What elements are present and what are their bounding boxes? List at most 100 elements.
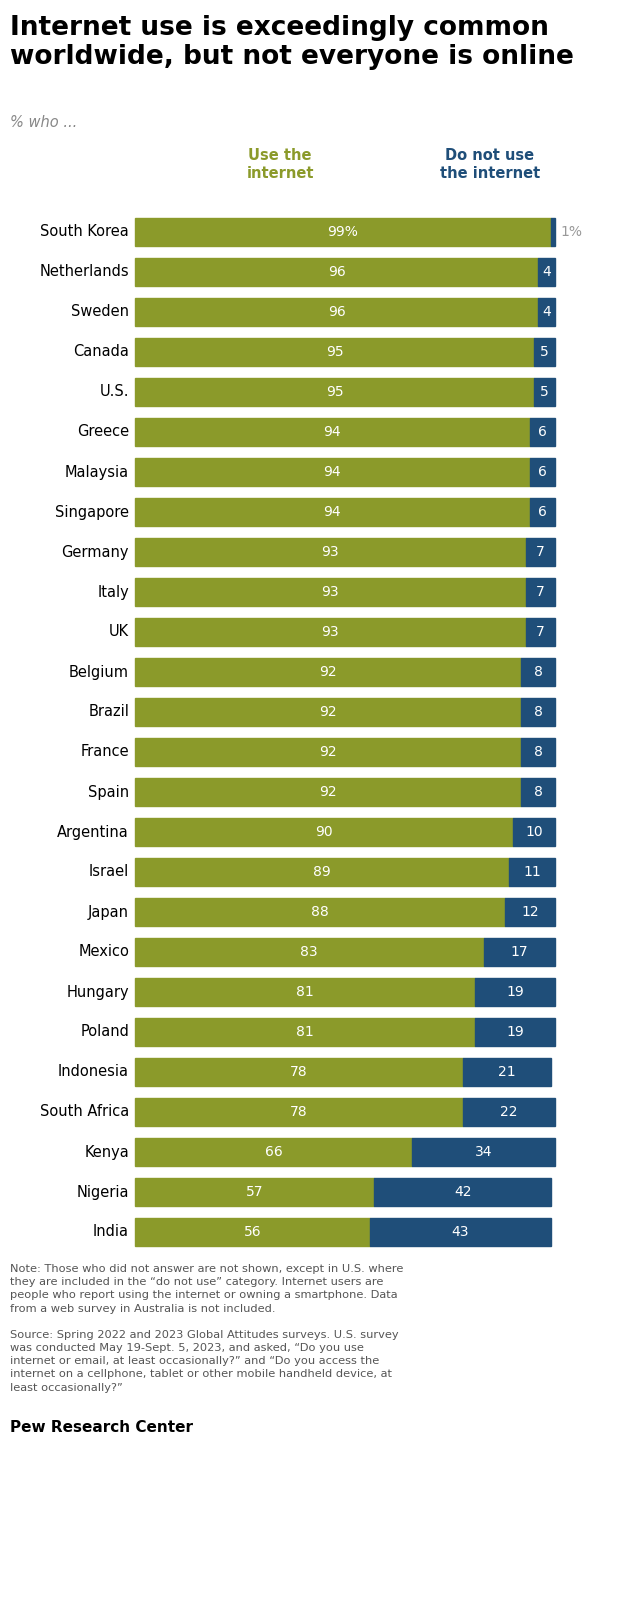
- Bar: [135, 817, 513, 846]
- Text: 22: 22: [500, 1104, 518, 1119]
- Bar: [135, 858, 509, 887]
- Bar: [509, 858, 555, 887]
- Bar: [135, 377, 534, 406]
- Text: 66: 66: [265, 1145, 283, 1159]
- Text: Nigeria: Nigeria: [76, 1185, 129, 1199]
- Text: Source: Spring 2022 and 2023 Global Attitudes surveys. U.S. survey
was conducted: Source: Spring 2022 and 2023 Global Atti…: [10, 1330, 399, 1393]
- Bar: [135, 1098, 463, 1127]
- Text: 94: 94: [324, 464, 341, 479]
- Text: Canada: Canada: [73, 345, 129, 359]
- Text: 93: 93: [322, 625, 339, 638]
- Text: Note: Those who did not answer are not shown, except in U.S. where
they are incl: Note: Those who did not answer are not s…: [10, 1264, 404, 1314]
- Text: 7: 7: [536, 585, 545, 600]
- Text: 21: 21: [498, 1066, 515, 1078]
- Bar: [135, 698, 521, 725]
- Bar: [135, 978, 475, 1006]
- Text: Pew Research Center: Pew Research Center: [10, 1420, 193, 1435]
- Bar: [135, 738, 521, 766]
- Bar: [521, 738, 555, 766]
- Text: 11: 11: [523, 866, 541, 879]
- Text: 92: 92: [319, 745, 337, 759]
- Text: Mexico: Mexico: [78, 945, 129, 959]
- Text: Sweden: Sweden: [71, 305, 129, 319]
- Bar: [135, 579, 526, 606]
- Text: Germany: Germany: [61, 545, 129, 559]
- Text: Kenya: Kenya: [84, 1145, 129, 1159]
- Bar: [521, 658, 555, 687]
- Text: South Korea: South Korea: [40, 224, 129, 240]
- Text: Internet use is exceedingly common
worldwide, but not everyone is online: Internet use is exceedingly common world…: [10, 15, 574, 69]
- Bar: [463, 1098, 555, 1127]
- Bar: [135, 1219, 370, 1246]
- Text: 81: 81: [296, 985, 314, 999]
- Text: 8: 8: [534, 704, 542, 719]
- Bar: [135, 458, 530, 485]
- Text: Argentina: Argentina: [57, 824, 129, 840]
- Bar: [135, 538, 526, 566]
- Text: 99%: 99%: [327, 226, 358, 239]
- Text: 4: 4: [542, 305, 551, 319]
- Bar: [135, 1138, 412, 1165]
- Bar: [135, 218, 551, 247]
- Text: 43: 43: [452, 1225, 469, 1240]
- Text: Italy: Italy: [97, 585, 129, 600]
- Text: 8: 8: [534, 745, 542, 759]
- Text: 92: 92: [319, 666, 337, 679]
- Text: Spain: Spain: [88, 785, 129, 800]
- Bar: [135, 617, 526, 646]
- Bar: [526, 538, 555, 566]
- Text: 8: 8: [534, 666, 542, 679]
- Bar: [521, 779, 555, 806]
- Text: 34: 34: [475, 1145, 492, 1159]
- Bar: [370, 1219, 551, 1246]
- Text: 19: 19: [506, 1025, 524, 1040]
- Text: 42: 42: [454, 1185, 471, 1199]
- Text: 1%: 1%: [560, 226, 582, 239]
- Text: Indonesia: Indonesia: [58, 1064, 129, 1080]
- Bar: [374, 1178, 551, 1206]
- Text: 83: 83: [301, 945, 318, 959]
- Text: 92: 92: [319, 785, 337, 800]
- Text: Hungary: Hungary: [66, 985, 129, 999]
- Text: 6: 6: [538, 505, 547, 519]
- Text: 93: 93: [322, 585, 339, 600]
- Text: 78: 78: [290, 1104, 308, 1119]
- Bar: [513, 817, 555, 846]
- Text: South Africa: South Africa: [40, 1104, 129, 1119]
- Text: 81: 81: [296, 1025, 314, 1040]
- Text: 78: 78: [290, 1066, 308, 1078]
- Bar: [135, 258, 538, 285]
- Bar: [135, 1057, 463, 1086]
- Bar: [530, 418, 555, 447]
- Bar: [526, 579, 555, 606]
- Text: 88: 88: [311, 904, 329, 919]
- Text: U.S.: U.S.: [99, 385, 129, 400]
- Text: % who ...: % who ...: [10, 114, 78, 131]
- Text: Japan: Japan: [88, 904, 129, 919]
- Text: 5: 5: [540, 385, 549, 400]
- Text: Poland: Poland: [80, 1025, 129, 1040]
- Text: 96: 96: [328, 305, 345, 319]
- Text: 7: 7: [536, 625, 545, 638]
- Text: 17: 17: [510, 945, 528, 959]
- Text: 95: 95: [326, 385, 343, 400]
- Text: Belgium: Belgium: [69, 664, 129, 680]
- Bar: [135, 339, 534, 366]
- Bar: [538, 258, 555, 285]
- Bar: [463, 1057, 551, 1086]
- Text: 4: 4: [542, 264, 551, 279]
- Bar: [135, 418, 530, 447]
- Bar: [538, 298, 555, 326]
- Bar: [475, 1019, 555, 1046]
- Bar: [135, 658, 521, 687]
- Text: 92: 92: [319, 704, 337, 719]
- Text: 7: 7: [536, 545, 545, 559]
- Text: 8: 8: [534, 785, 542, 800]
- Text: Use the
internet: Use the internet: [246, 148, 314, 181]
- Bar: [135, 779, 521, 806]
- Text: 89: 89: [313, 866, 331, 879]
- Bar: [412, 1138, 555, 1165]
- Bar: [526, 617, 555, 646]
- Text: 96: 96: [328, 264, 345, 279]
- Text: 56: 56: [244, 1225, 262, 1240]
